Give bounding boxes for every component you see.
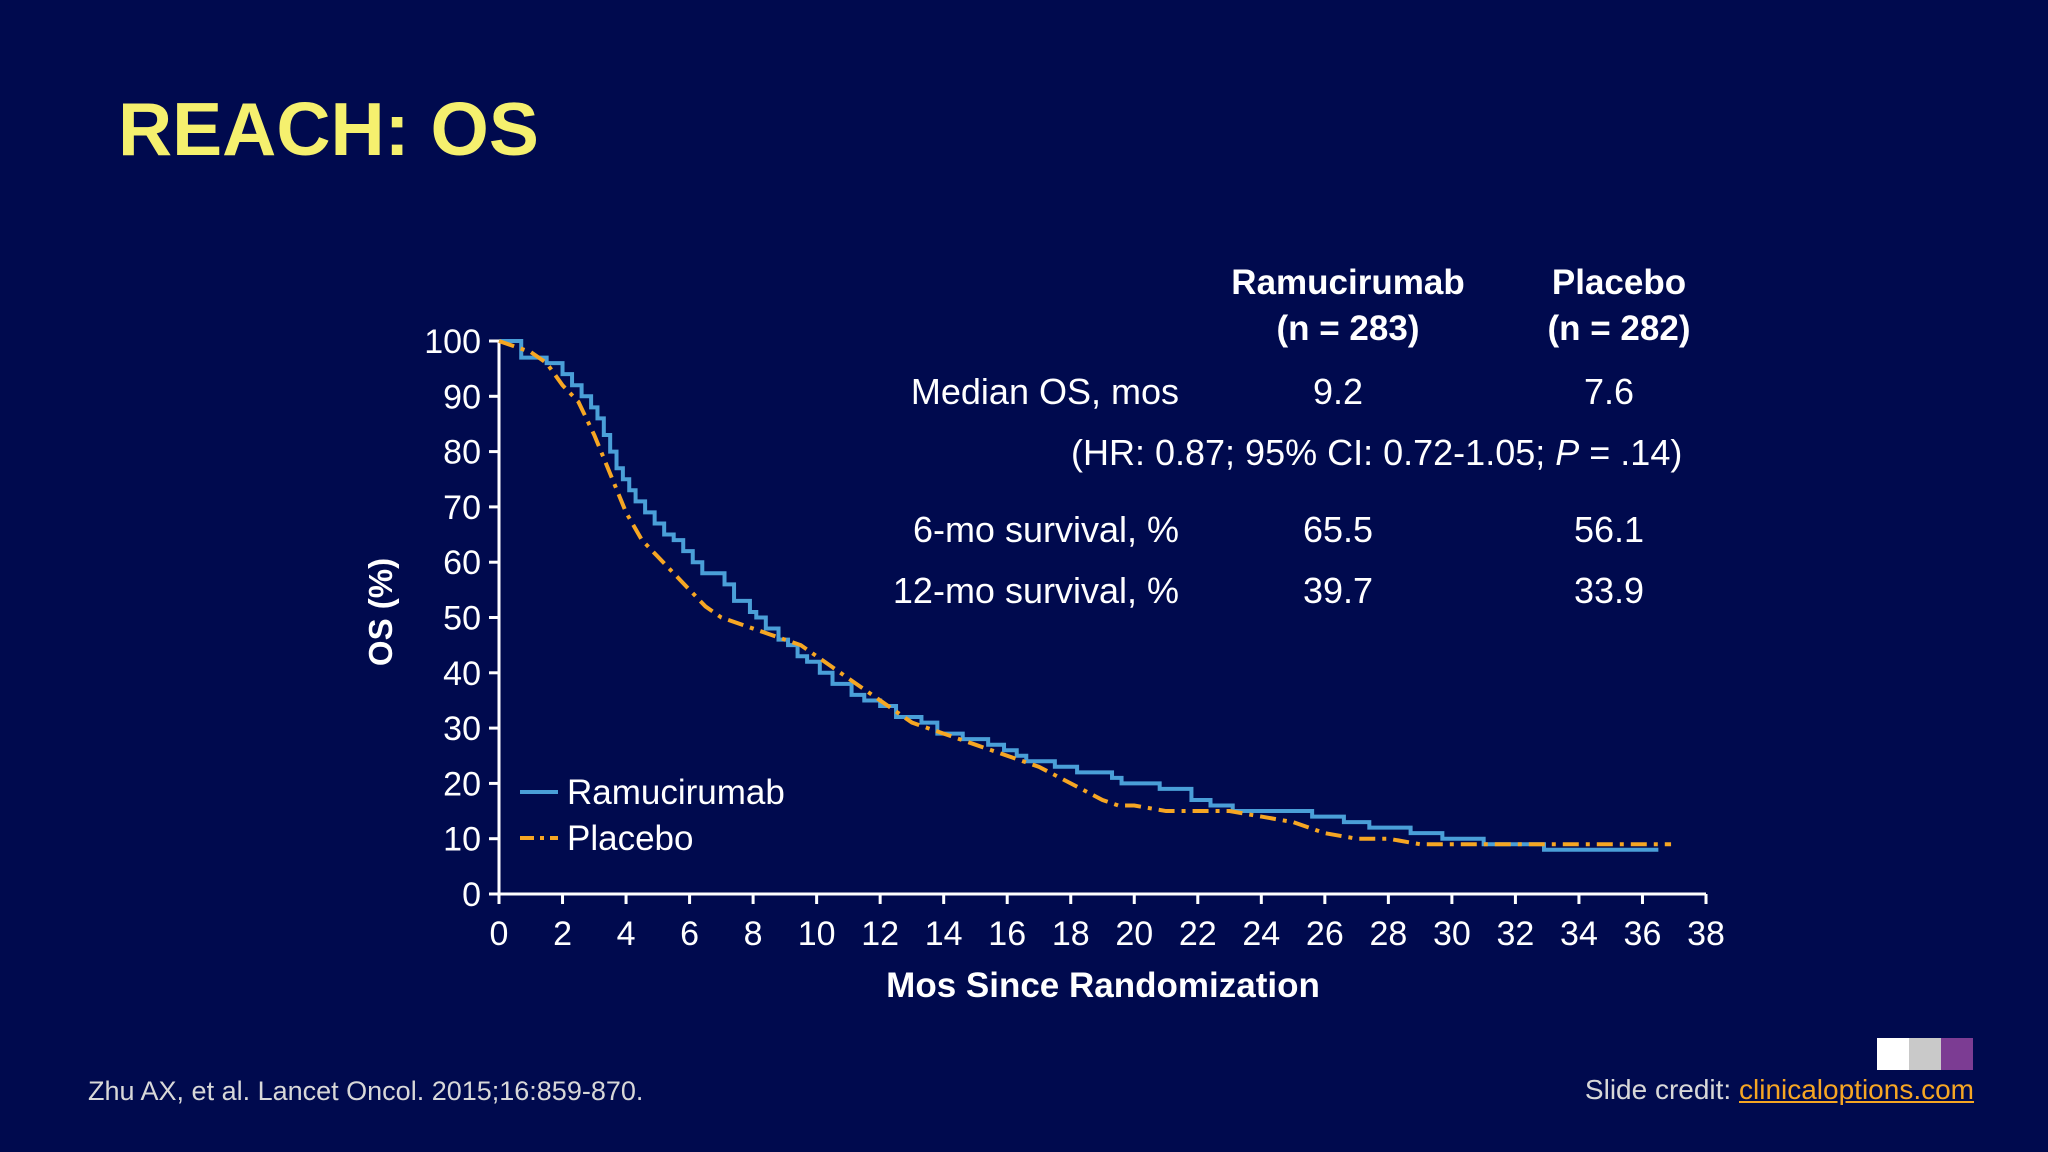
series-line-ramucirumab [499,339,1659,852]
x-tick-label: 0 [490,915,509,953]
hr-p-symbol: P [1555,432,1580,473]
y-tick-label: 0 [462,876,481,914]
x-tick-label: 38 [1687,915,1725,953]
y-tick-label: 70 [443,489,481,527]
col-header-placebo: Placebo (n = 282) [1459,260,1779,352]
y-tick-label: 90 [443,378,481,416]
chart-lines [498,339,1672,852]
x-tick-label: 2 [553,915,572,953]
y-tick-label: 30 [443,710,481,748]
x-tick-label: 10 [798,915,836,953]
x-tick-label: 34 [1560,915,1598,953]
col2-name: Placebo [1551,263,1687,302]
y-axis-label: OS (%) [362,558,399,666]
chart-axes: 0 2 4 6 8 10 12 14 16 18 20 22 24 26 28 30 32 34 36 3801020… [424,323,1725,953]
row-label-12mo: 12-mo survival, % [892,570,1179,611]
row-value-12mo-ram: 39.7 [1302,570,1374,611]
hr-suffix: = .14) [1579,432,1683,473]
logo-block-2 [1909,1038,1941,1070]
col-header-ramucirumab: Ramucirumab (n = 283) [1188,260,1508,352]
x-tick-label: 22 [1179,915,1217,953]
x-tick-label: 16 [988,915,1026,953]
slide-credit: Slide credit: clinicaloptions.com [1585,1074,1974,1106]
col1-n: (n = 283) [1276,309,1420,348]
x-tick-label: 14 [925,915,963,953]
hazard-ratio-line: (HR: 0.87; 95% CI: 0.72-1.05; P = .14) [1071,435,1682,471]
logo-block-3 [1941,1038,1973,1070]
legend-label-placebo: Placebo [567,819,693,858]
x-tick-label: 20 [1115,915,1153,953]
col2-n: (n = 282) [1547,309,1691,348]
row-label-6mo: 6-mo survival, % [912,509,1179,550]
y-tick-label: 50 [443,600,481,638]
y-tick-label: 60 [443,544,481,582]
row-value-median-pbo: 7.6 [1583,371,1635,412]
x-tick-label: 4 [617,915,636,953]
y-tick-label: 100 [424,323,481,361]
x-tick-label: 18 [1052,915,1090,953]
row-value-6mo-ram: 65.5 [1302,509,1374,550]
x-tick-label: 12 [861,915,899,953]
x-tick-label: 28 [1369,915,1407,953]
row-value-6mo-pbo: 56.1 [1573,509,1645,550]
x-tick-label: 30 [1433,915,1471,953]
x-axis-label: Mos Since Randomization [886,966,1320,1005]
x-tick-label: 8 [744,915,763,953]
y-tick-label: 10 [443,821,481,859]
y-tick-label: 40 [443,655,481,693]
row-label-median: Median OS, mos [910,371,1179,412]
x-tick-label: 26 [1306,915,1344,953]
chart-legend: Ramucirumab Placebo [520,773,785,858]
cco-logo [1877,1038,1973,1070]
row-value-median-ram: 9.2 [1312,371,1364,412]
credit-link[interactable]: clinicaloptions.com [1739,1074,1974,1105]
slide-title: REACH: OS [118,87,539,171]
x-tick-label: 24 [1242,915,1280,953]
y-tick-label: 80 [443,434,481,472]
col1-name: Ramucirumab [1231,263,1465,302]
credit-prefix: Slide credit: [1584,1074,1739,1105]
legend-label-ramucirumab: Ramucirumab [567,773,785,812]
x-tick-label: 6 [680,915,699,953]
row-value-12mo-pbo: 33.9 [1573,570,1645,611]
x-tick-label: 32 [1497,915,1535,953]
hr-prefix: (HR: 0.87; 95% CI: 0.72-1.05; [1071,432,1556,473]
logo-block-1 [1877,1038,1909,1070]
series-line-placebo [498,339,1672,847]
y-tick-label: 20 [443,765,481,803]
citation: Zhu AX, et al. Lancet Oncol. 2015;16:859… [88,1076,644,1106]
x-tick-label: 36 [1624,915,1662,953]
